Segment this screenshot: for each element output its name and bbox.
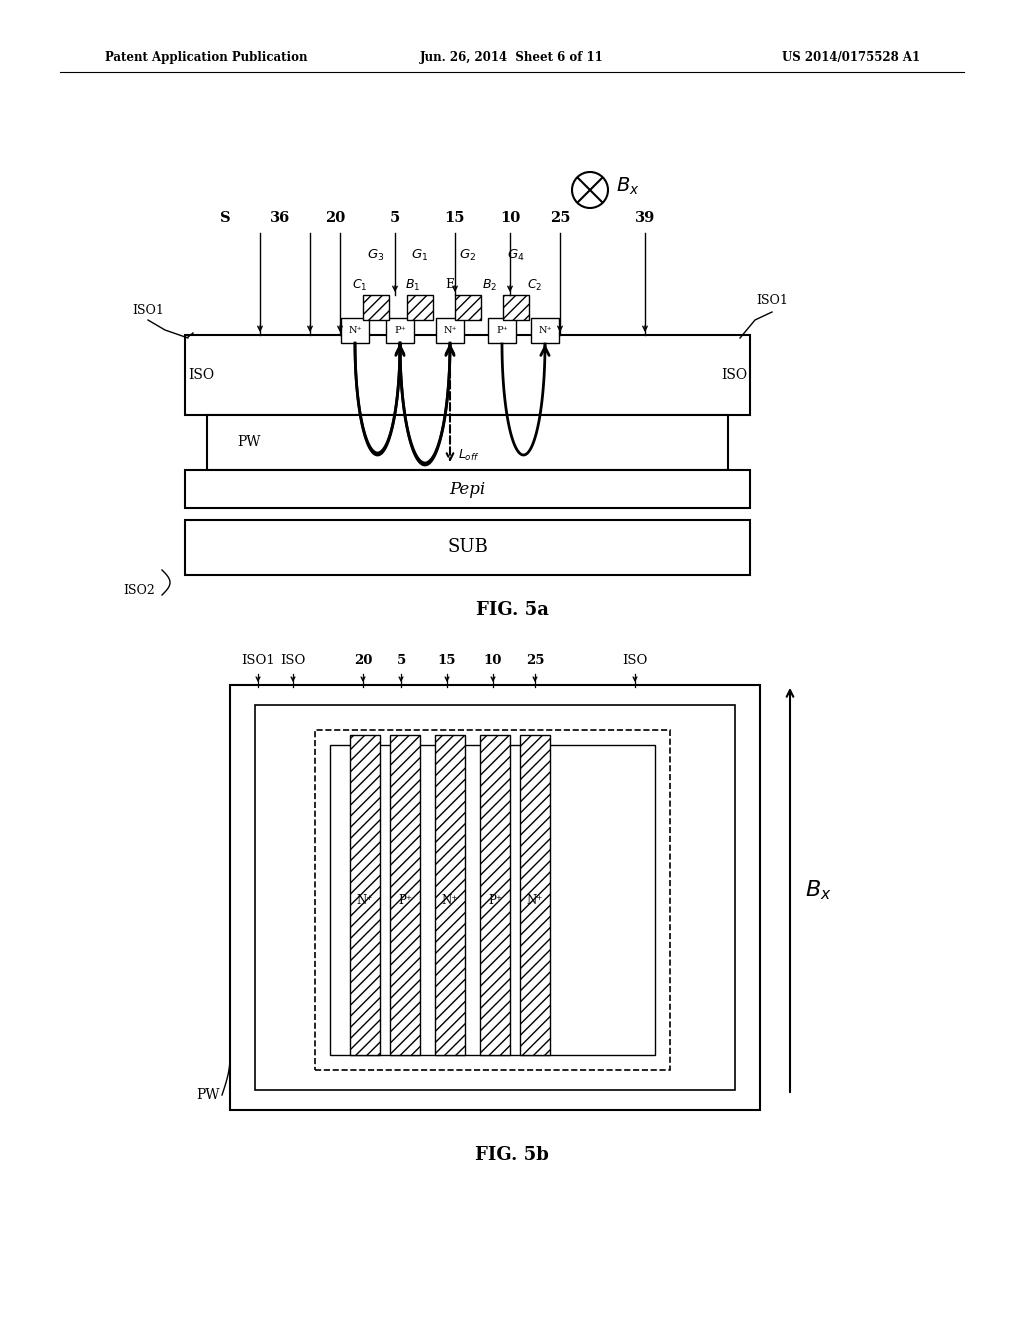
Bar	[503, 294, 529, 319]
Text: Pepi: Pepi	[450, 480, 485, 498]
Text: $B_x$: $B_x$	[616, 176, 640, 197]
Text: P⁺: P⁺	[496, 326, 508, 335]
Bar	[520, 735, 550, 1055]
Bar	[390, 735, 420, 1055]
Text: $G_3$: $G_3$	[368, 247, 385, 263]
Bar	[531, 318, 559, 343]
Text: N⁺: N⁺	[526, 894, 543, 907]
Text: S: S	[220, 211, 230, 224]
Text: SUB: SUB	[447, 539, 488, 557]
Bar	[350, 735, 380, 1055]
Text: N⁺: N⁺	[356, 894, 373, 907]
Text: Jun. 26, 2014  Sheet 6 of 11: Jun. 26, 2014 Sheet 6 of 11	[420, 51, 604, 65]
Text: P⁺: P⁺	[398, 894, 412, 907]
Bar	[185, 335, 750, 414]
Text: $C_2$: $C_2$	[527, 277, 543, 293]
Text: 25: 25	[550, 211, 570, 224]
Text: ISO: ISO	[281, 653, 306, 667]
Text: N⁺: N⁺	[539, 326, 552, 335]
Text: $B_2$: $B_2$	[482, 277, 498, 293]
Text: 15: 15	[437, 653, 457, 667]
Text: ISO1: ISO1	[756, 293, 787, 306]
Text: FIG. 5a: FIG. 5a	[475, 601, 549, 619]
Text: ISO: ISO	[188, 368, 214, 381]
Text: ISO1: ISO1	[241, 653, 274, 667]
Text: 20: 20	[354, 653, 372, 667]
Bar	[435, 735, 465, 1055]
Bar	[407, 294, 433, 319]
Bar	[255, 705, 735, 1090]
Text: $G_2$: $G_2$	[460, 247, 476, 263]
Text: $G_1$: $G_1$	[412, 247, 429, 263]
Text: N⁺: N⁺	[348, 326, 361, 335]
Text: P⁺: P⁺	[394, 326, 406, 335]
Text: 20: 20	[325, 211, 345, 224]
Text: ISO: ISO	[721, 368, 748, 381]
Text: $C_1$: $C_1$	[352, 277, 368, 293]
Text: $B_x$: $B_x$	[805, 878, 831, 902]
Bar	[480, 735, 510, 1055]
Text: $G_4$: $G_4$	[507, 247, 525, 263]
Text: 25: 25	[525, 653, 544, 667]
Text: 5: 5	[390, 211, 400, 224]
Text: $B_1$: $B_1$	[406, 277, 421, 293]
Text: Patent Application Publication: Patent Application Publication	[105, 51, 307, 65]
Text: 15: 15	[444, 211, 465, 224]
Text: 10: 10	[483, 653, 502, 667]
Bar	[362, 294, 389, 319]
Text: ISO: ISO	[623, 653, 648, 667]
Text: US 2014/0175528 A1: US 2014/0175528 A1	[782, 51, 920, 65]
Text: P⁺: P⁺	[488, 894, 502, 907]
Text: PW: PW	[237, 436, 260, 450]
Text: PW: PW	[197, 1088, 220, 1102]
Text: ISO1: ISO1	[132, 304, 164, 317]
Text: E: E	[445, 279, 455, 292]
Bar	[315, 730, 670, 1071]
Bar	[488, 318, 516, 343]
Bar	[230, 685, 760, 1110]
Text: 36: 36	[270, 211, 290, 224]
Text: 10: 10	[500, 211, 520, 224]
Text: FIG. 5b: FIG. 5b	[475, 1146, 549, 1164]
Bar	[207, 414, 728, 470]
Bar	[185, 470, 750, 508]
Text: 39: 39	[635, 211, 655, 224]
Bar	[436, 318, 464, 343]
Text: N⁺: N⁺	[441, 894, 458, 907]
Bar	[386, 318, 414, 343]
Text: 5: 5	[396, 653, 406, 667]
Bar	[330, 744, 655, 1055]
Text: N⁺: N⁺	[443, 326, 457, 335]
Bar	[455, 294, 481, 319]
Text: ISO2: ISO2	[123, 583, 155, 597]
Text: $L_{off}$: $L_{off}$	[458, 447, 479, 462]
Bar	[185, 520, 750, 576]
Bar	[341, 318, 369, 343]
